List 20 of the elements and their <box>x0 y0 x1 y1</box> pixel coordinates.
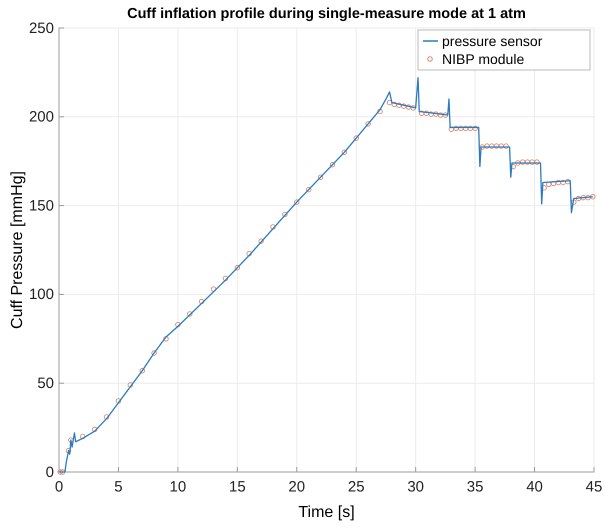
x-tick-label: 15 <box>228 478 246 496</box>
y-tick-label: 100 <box>28 286 54 304</box>
y-tick-label: 50 <box>37 375 54 392</box>
y-tick-label: 0 <box>46 464 54 481</box>
x-tick-label: 10 <box>170 478 186 496</box>
legend-label: NIBP module <box>442 51 524 67</box>
y-axis-title: Cuff Pressure [mmHg] <box>9 171 26 329</box>
x-tick-label: 20 <box>288 478 306 496</box>
x-tick-label: 35 <box>466 478 484 496</box>
y-tick-label: 150 <box>28 197 54 214</box>
legend-label: pressure sensor <box>442 33 543 49</box>
x-tick-label: 25 <box>348 478 365 496</box>
y-tick-label: 250 <box>28 20 54 37</box>
chart-title: Cuff inflation profile during single-measure mode at 1 atm <box>127 6 526 22</box>
x-tick-label: 45 <box>586 478 602 496</box>
x-axis-title: Time [s] <box>298 504 355 521</box>
x-tick-label: 30 <box>407 478 424 496</box>
x-tick-label: 5 <box>114 478 123 496</box>
x-tick-label: 40 <box>526 478 543 496</box>
y-tick-label: 200 <box>28 108 54 126</box>
